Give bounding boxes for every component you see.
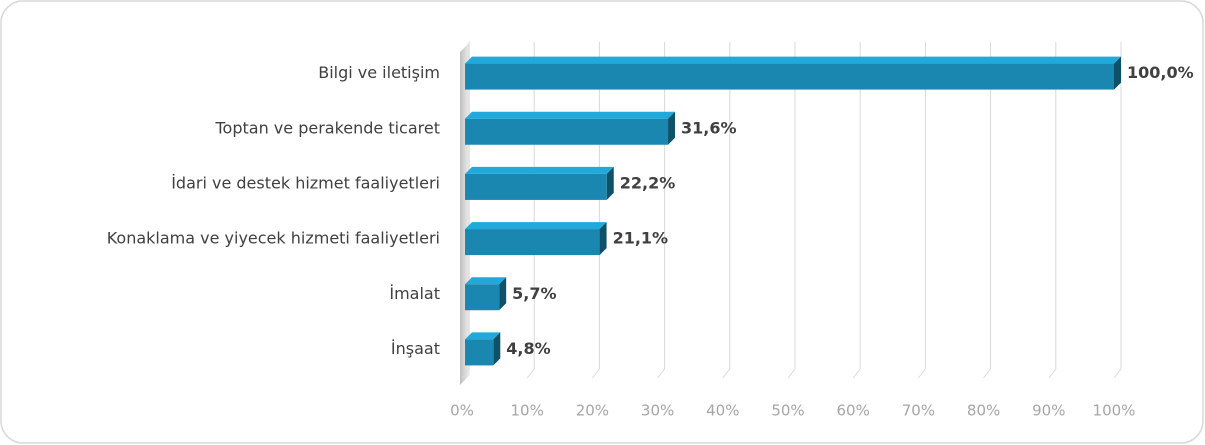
bar: [465, 173, 607, 200]
bar-top: [465, 166, 614, 174]
grid-floor: [1113, 368, 1122, 379]
value-label: 22,2%: [620, 173, 676, 192]
bar: [465, 63, 1114, 90]
x-tick-label: 40%: [706, 402, 739, 420]
bar-side: [1114, 56, 1121, 90]
value-label: 31,6%: [681, 118, 737, 137]
value-label: 5,7%: [512, 284, 556, 303]
x-tick-label: 60%: [837, 402, 870, 420]
value-label: 4,8%: [506, 339, 550, 358]
bar: [465, 339, 494, 366]
y-tick-label: İdari ve destek hizmet faaliyetleri: [171, 173, 440, 192]
x-tick-label: 50%: [771, 402, 804, 420]
bar-top: [465, 222, 607, 230]
bar-top: [465, 111, 676, 119]
value-label: 100,0%: [1127, 63, 1194, 82]
y-tick-label: Konaklama ve yiyecek hizmeti faaliyetler…: [107, 229, 440, 248]
bar: [465, 118, 669, 145]
bar-top: [465, 332, 501, 340]
x-tick-label: 0%: [450, 402, 474, 420]
y-tick-label: Bilgi ve iletişim: [318, 63, 440, 82]
bar-top: [465, 277, 507, 285]
grid-floor: [657, 368, 665, 379]
x-tick-label: 30%: [641, 402, 674, 420]
x-tick-label: 20%: [576, 402, 609, 420]
grid-floor: [787, 368, 796, 379]
value-label: 21,1%: [613, 229, 669, 248]
bar-side: [606, 166, 614, 200]
grid-floor: [852, 368, 861, 379]
bar-top: [465, 56, 1121, 64]
y-tick-label: İnşaat: [391, 339, 440, 358]
y-tick-label: Toptan ve perakende ticaret: [214, 118, 440, 137]
grid-floor: [1048, 368, 1057, 379]
bar: [465, 229, 600, 256]
grid-floor: [592, 368, 600, 379]
bar: [465, 284, 500, 311]
x-tick-label: 100%: [1093, 402, 1136, 420]
x-tick-label: 10%: [511, 402, 544, 420]
bar-side: [668, 111, 676, 145]
x-tick-label: 90%: [1032, 402, 1065, 420]
grid-floor: [526, 368, 535, 379]
bar-side: [493, 332, 501, 366]
grid-floor: [461, 368, 470, 379]
bar-side: [599, 222, 607, 256]
y-tick-label: İmalat: [389, 284, 440, 303]
x-tick-label: 70%: [902, 402, 935, 420]
grid-floor: [983, 368, 991, 379]
x-tick-label: 80%: [967, 402, 1000, 420]
grid-floor: [918, 368, 926, 379]
bar-side: [499, 277, 507, 311]
grid-floor: [722, 368, 731, 379]
